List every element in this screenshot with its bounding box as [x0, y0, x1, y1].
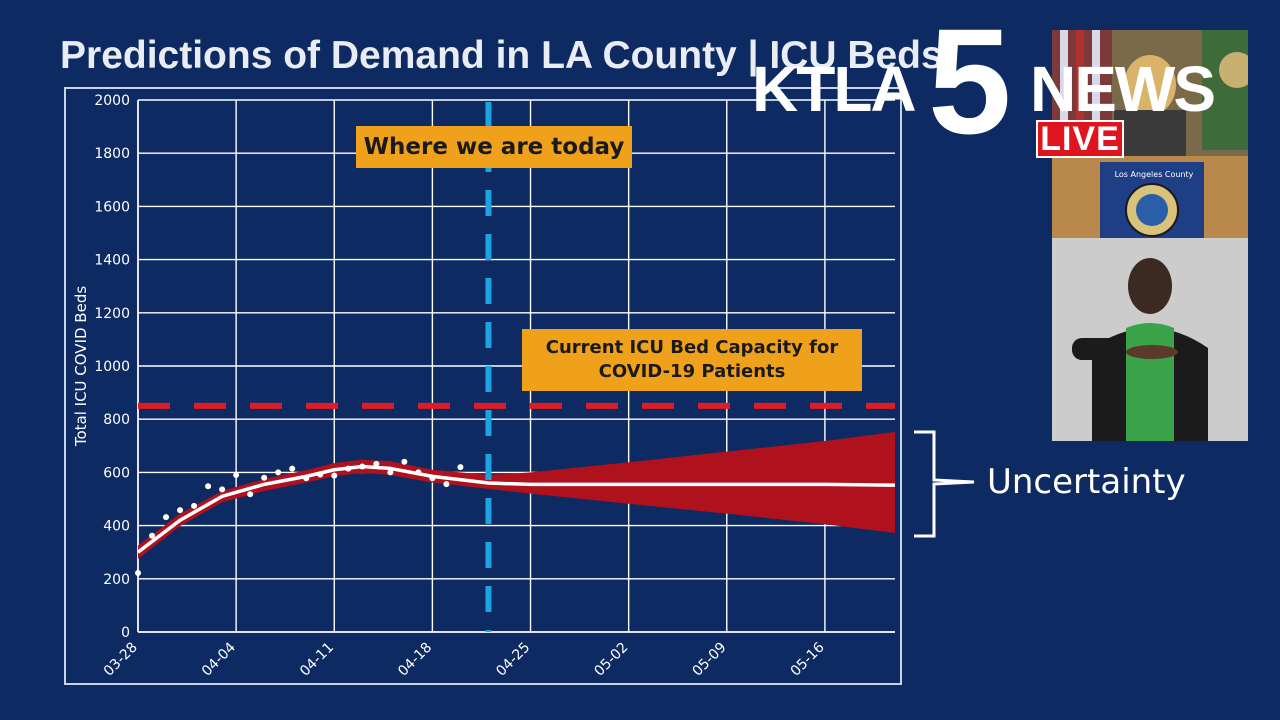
- x-tick-label: 04-18: [395, 640, 435, 680]
- podium-sign-label: Los Angeles County: [1114, 170, 1194, 179]
- news-wordmark: NEWS: [1030, 53, 1216, 125]
- observed-point: [373, 460, 380, 467]
- observed-point: [275, 469, 282, 476]
- y-tick-label: 1800: [94, 146, 130, 162]
- y-tick-label: 0: [121, 625, 130, 641]
- y-tick-label: 800: [103, 412, 130, 428]
- x-tick-label: 03-28: [101, 640, 141, 680]
- y-axis-label: Total ICU COVID Beds: [72, 286, 90, 448]
- median-forecast-line: [136, 464, 896, 554]
- x-tick-label: 05-16: [788, 639, 828, 679]
- chart-panel: 0 200 400 600 800 1000 1200 1400 1600 1800 2000 03-…: [64, 87, 902, 685]
- observed-point: [331, 472, 338, 479]
- sign-interpreter-video-feed: [1052, 238, 1248, 441]
- icu-demand-chart: 0 200 400 600 800 1000 1200 1400 1600 1800 2000 03-…: [72, 93, 896, 680]
- observed-point: [247, 491, 254, 498]
- annotation-capacity: Current ICU Bed Capacity for COVID-19 Pa…: [522, 329, 862, 391]
- x-tick-label: 04-04: [199, 639, 239, 679]
- observed-point: [345, 465, 352, 472]
- uncertainty-label: Uncertainty: [987, 462, 1186, 502]
- y-tick-label: 1000: [94, 359, 130, 375]
- uncertainty-brace: [914, 430, 975, 538]
- slide-title: Predictions of Demand in LA County | ICU…: [60, 34, 943, 77]
- observed-point: [303, 475, 310, 482]
- annotation-today: Where we are today: [356, 126, 632, 168]
- y-tick-label: 1600: [94, 199, 130, 215]
- x-tick-label: 04-25: [493, 640, 533, 680]
- observed-point: [443, 481, 450, 488]
- observed-point: [135, 569, 141, 576]
- ktla-5-news-logo: KTLA 5 NEWS: [752, 6, 1222, 164]
- podium-video-feed: Los Angeles County: [1052, 30, 1248, 240]
- observed-point: [163, 514, 170, 521]
- observed-point: [261, 474, 268, 481]
- observed-point: [457, 464, 464, 471]
- observed-point: [177, 507, 184, 514]
- observed-point: [191, 502, 198, 509]
- observed-point: [429, 475, 436, 482]
- podium-scene: [1052, 30, 1248, 240]
- y-tick-label: 2000: [94, 93, 130, 109]
- y-tick-label: 200: [103, 572, 130, 588]
- live-badge: LIVE: [1036, 120, 1124, 158]
- observed-point: [359, 463, 366, 470]
- observed-point: [317, 471, 324, 478]
- interpreter-scene: [1052, 238, 1248, 441]
- observed-point: [219, 486, 226, 493]
- uncertainty-band: [138, 431, 895, 559]
- x-tick-label: 05-02: [591, 640, 631, 680]
- station-name: KTLA: [752, 53, 917, 125]
- observed-point: [401, 458, 408, 465]
- y-tick-label: 600: [103, 465, 130, 481]
- observed-point: [149, 532, 156, 539]
- observed-point: [387, 469, 394, 476]
- y-tick-label: 1400: [94, 253, 130, 269]
- observed-point: [289, 465, 296, 472]
- observed-point: [415, 469, 422, 476]
- observed-point: [233, 472, 240, 479]
- channel-number: 5: [928, 0, 1012, 165]
- x-tick-label: 05-09: [690, 640, 730, 680]
- y-tick-label: 1200: [94, 306, 130, 322]
- observed-point: [205, 483, 212, 490]
- y-tick-label: 400: [103, 519, 130, 535]
- x-tick-label: 04-11: [297, 640, 337, 680]
